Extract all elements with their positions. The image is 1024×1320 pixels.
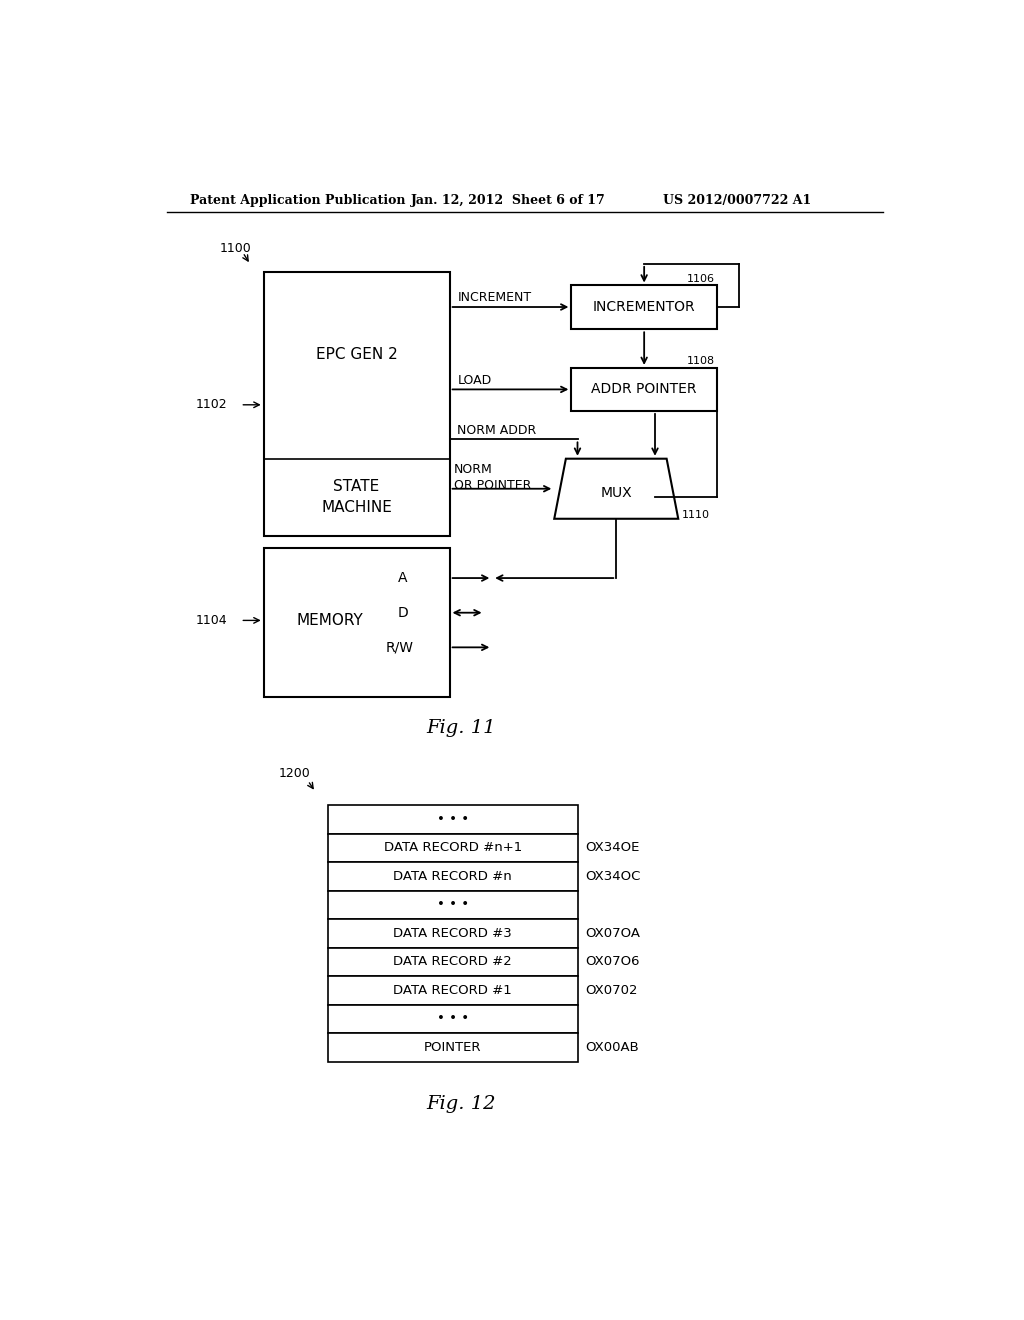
Text: INCREMENT: INCREMENT xyxy=(458,290,531,304)
Bar xyxy=(328,977,578,1005)
Text: 1200: 1200 xyxy=(280,767,311,780)
Text: MUX: MUX xyxy=(600,486,632,499)
Text: 1106: 1106 xyxy=(687,275,715,284)
Bar xyxy=(263,272,450,536)
Bar xyxy=(328,1034,578,1061)
Text: DATA RECORD #n: DATA RECORD #n xyxy=(393,870,512,883)
Text: D: D xyxy=(397,606,409,619)
Bar xyxy=(328,948,578,977)
Text: • • •: • • • xyxy=(436,899,469,911)
Bar xyxy=(328,891,578,919)
Text: R/W: R/W xyxy=(385,640,414,655)
Text: • • •: • • • xyxy=(436,813,469,826)
Text: 1104: 1104 xyxy=(196,614,227,627)
Text: OX07OA: OX07OA xyxy=(586,927,640,940)
Text: OX34OC: OX34OC xyxy=(586,870,641,883)
Polygon shape xyxy=(554,459,678,519)
Bar xyxy=(328,805,578,834)
Text: DATA RECORD #1: DATA RECORD #1 xyxy=(393,983,512,997)
Bar xyxy=(328,919,578,948)
Bar xyxy=(328,834,578,862)
Text: 1108: 1108 xyxy=(686,356,715,367)
Text: 1102: 1102 xyxy=(196,399,227,412)
Text: DATA RECORD #n+1: DATA RECORD #n+1 xyxy=(384,841,522,854)
Text: US 2012/0007722 A1: US 2012/0007722 A1 xyxy=(663,194,811,207)
Text: A: A xyxy=(398,572,408,585)
Text: OX34OE: OX34OE xyxy=(586,841,640,854)
Text: Jan. 12, 2012  Sheet 6 of 17: Jan. 12, 2012 Sheet 6 of 17 xyxy=(411,194,605,207)
Text: Fig. 12: Fig. 12 xyxy=(427,1096,496,1113)
Text: 1110: 1110 xyxy=(682,510,710,520)
Bar xyxy=(571,285,717,330)
Text: STATE
MACHINE: STATE MACHINE xyxy=(322,479,392,515)
Text: INCREMENTOR: INCREMENTOR xyxy=(593,301,695,314)
Text: DATA RECORD #3: DATA RECORD #3 xyxy=(393,927,512,940)
Text: NORM ADDR: NORM ADDR xyxy=(458,424,537,437)
Text: EPC GEN 2: EPC GEN 2 xyxy=(315,347,397,362)
Text: DATA RECORD #2: DATA RECORD #2 xyxy=(393,956,512,969)
Text: OX07O6: OX07O6 xyxy=(586,956,640,969)
Bar xyxy=(571,368,717,411)
Text: NORM
OR POINTER: NORM OR POINTER xyxy=(454,463,530,492)
Text: OX00AB: OX00AB xyxy=(586,1041,639,1053)
Text: POINTER: POINTER xyxy=(424,1041,481,1053)
Text: LOAD: LOAD xyxy=(458,374,492,387)
Text: ADDR POINTER: ADDR POINTER xyxy=(592,383,697,396)
Bar xyxy=(328,862,578,891)
Bar xyxy=(263,548,450,697)
Text: MEMORY: MEMORY xyxy=(296,612,362,628)
Text: • • •: • • • xyxy=(436,1012,469,1026)
Text: 1100: 1100 xyxy=(219,242,251,255)
Bar xyxy=(328,1005,578,1034)
Text: Fig. 11: Fig. 11 xyxy=(427,719,496,737)
Text: Patent Application Publication: Patent Application Publication xyxy=(190,194,406,207)
Text: OX0702: OX0702 xyxy=(586,983,638,997)
